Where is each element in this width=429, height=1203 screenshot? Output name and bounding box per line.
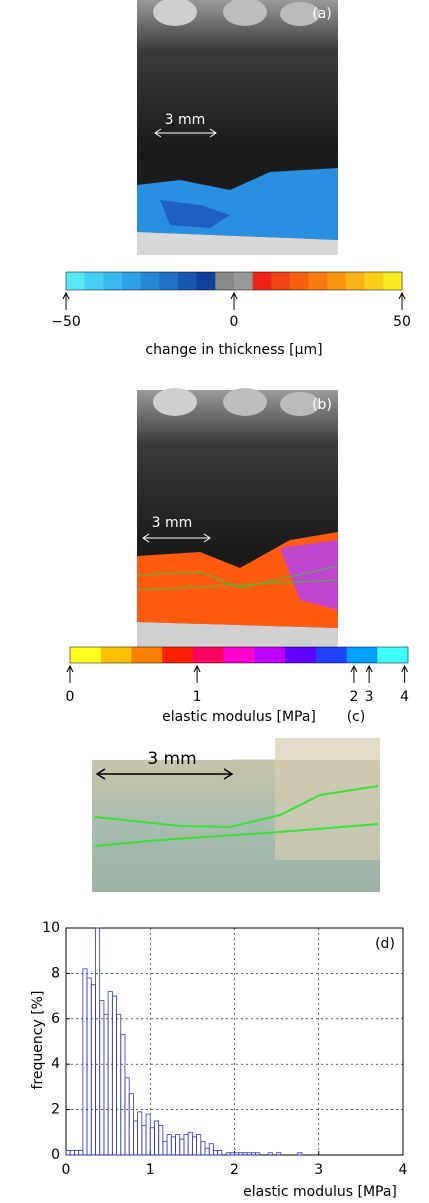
colorbar-swatch: [254, 647, 286, 663]
x-tick-label: 0: [62, 1162, 71, 1178]
colorbar-swatch: [271, 272, 291, 290]
colorbar-tick-label: 2: [349, 689, 358, 705]
colorbar-swatch: [290, 272, 310, 290]
colorbar-swatch: [327, 272, 347, 290]
colorbar-swatch: [252, 272, 272, 290]
colorbar-tick-label: 4: [400, 689, 409, 705]
colorbar-swatch: [315, 647, 348, 663]
colorbar-swatch: [215, 272, 235, 290]
histology-image: [92, 738, 380, 892]
colorbar-swatch: [234, 272, 254, 290]
bar: [208, 1143, 214, 1156]
scale-bar: [142, 533, 211, 543]
y-tick-label: 2: [51, 1102, 60, 1118]
colorbar-swatch: [159, 272, 179, 290]
ultrasound-image-a: [137, 0, 338, 255]
colorbar-swatch: [192, 647, 225, 663]
colorbar-swatch: [346, 272, 366, 290]
colorbar-tick: [398, 291, 406, 310]
colorbar-label: change in thickness [µm]: [145, 342, 322, 358]
panel-label: (c): [347, 709, 366, 725]
colorbar-tick-label: 0: [230, 314, 239, 330]
bar: [267, 1152, 273, 1156]
colorbar-tick-label: 3: [365, 689, 374, 705]
y-tick-label: 8: [51, 965, 60, 981]
colorbar-label: elastic modulus [MPa]: [162, 709, 316, 725]
x-tick-label: 1: [146, 1162, 155, 1178]
y-tick-label: 4: [51, 1056, 60, 1072]
colorbar-swatch: [140, 272, 160, 290]
colorbar-swatch: [377, 647, 409, 663]
colorbar-tick: [365, 664, 373, 683]
colorbar-swatch: [196, 272, 216, 290]
colorbar-swatch: [308, 272, 328, 290]
panel-label: (a): [312, 6, 332, 22]
colorbar-swatch: [66, 272, 86, 290]
colorbar-tick-label: −50: [51, 314, 81, 330]
x-axis-label: elastic modulus [MPa]: [243, 1184, 397, 1200]
scale-bar-label: 3 mm: [152, 515, 193, 531]
colorbar-swatch: [223, 647, 255, 663]
colorbar-tick: [62, 291, 70, 310]
colorbar-tick-label: 50: [393, 314, 411, 330]
colorbar-tick-label: 1: [193, 689, 202, 705]
colorbar-swatch: [103, 272, 123, 290]
plot-area: [65, 927, 404, 1156]
x-tick-label: 4: [399, 1162, 408, 1178]
colorbar-tick: [401, 664, 409, 683]
colorbar-swatch: [346, 647, 378, 663]
panel-label: (b): [312, 397, 332, 413]
y-tick-label: 6: [51, 1011, 60, 1027]
scale-bar: [95, 768, 234, 780]
colorbar-frame: [65, 271, 403, 291]
bar: [276, 1152, 282, 1156]
colorbar-swatch: [70, 647, 102, 663]
colorbar-tick: [350, 664, 358, 683]
y-tick-label: 0: [51, 1147, 60, 1163]
scale-bar-label: 3 mm: [147, 749, 196, 769]
colorbar-swatch: [285, 647, 317, 663]
colorbar-swatch: [100, 647, 132, 663]
colorbar-tick: [193, 664, 201, 683]
colorbar-tick: [66, 664, 74, 683]
bar: [217, 1150, 223, 1156]
x-tick-label: 3: [314, 1162, 323, 1178]
bar: [158, 1125, 164, 1156]
colorbar-swatch: [364, 272, 384, 290]
scale-bar: [154, 128, 217, 138]
colorbar-tick-label: 0: [66, 689, 75, 705]
colorbar-swatch: [383, 272, 403, 290]
colorbar-frame: [69, 646, 409, 664]
x-tick-label: 2: [230, 1162, 239, 1178]
colorbar-swatch: [162, 647, 194, 663]
colorbar-swatch: [122, 272, 142, 290]
panel-label: (d): [375, 936, 395, 952]
scale-bar-label: 3 mm: [165, 112, 206, 128]
bar: [255, 1152, 261, 1156]
colorbar-swatch: [131, 647, 163, 663]
y-tick-label: 10: [42, 920, 60, 936]
colorbar-swatch: [178, 272, 198, 290]
ultrasound-image-b: [136, 388, 339, 660]
y-axis-label: frequency [%]: [30, 991, 46, 1090]
colorbar-swatch: [84, 272, 104, 290]
colorbar-tick: [230, 291, 238, 310]
bar: [297, 1152, 303, 1156]
